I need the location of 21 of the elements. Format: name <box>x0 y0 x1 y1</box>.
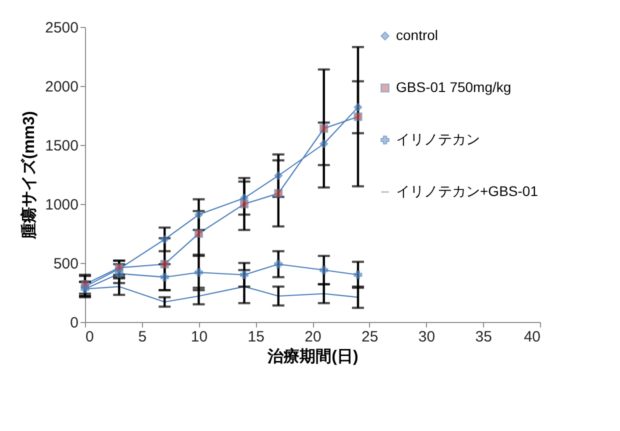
x-axis-title: 治療期間(日) <box>266 348 358 366</box>
x-tick-label: 25 <box>362 328 378 346</box>
x-tick-label: 35 <box>475 328 492 346</box>
y-tick-label: 1500 <box>45 138 78 154</box>
y-tick-label: 2000 <box>45 78 78 96</box>
y-axis-title: 腫瘍サイズ(mm3) <box>20 110 38 240</box>
legend-label: イリノテカン <box>396 131 480 147</box>
y-tick-label: 0 <box>70 314 78 332</box>
x-tick-label: 10 <box>190 328 208 346</box>
y-tick-label: 1000 <box>45 196 78 214</box>
x-tick-label: 40 <box>524 328 540 346</box>
y-tick-label: 500 <box>53 256 78 272</box>
x-tick-label: 30 <box>418 328 436 346</box>
legend-label: control <box>396 27 438 43</box>
x-tick-label: 0 <box>86 328 94 346</box>
y-tick-label: 2500 <box>45 20 78 36</box>
x-tick-label: 5 <box>138 328 147 346</box>
x-tick-label: 20 <box>304 328 322 346</box>
legend-label: GBS-01 750mg/kg <box>396 79 512 95</box>
legend-label: イリノテカン+GBS-01 <box>396 183 538 199</box>
x-tick-label: 15 <box>248 328 264 346</box>
